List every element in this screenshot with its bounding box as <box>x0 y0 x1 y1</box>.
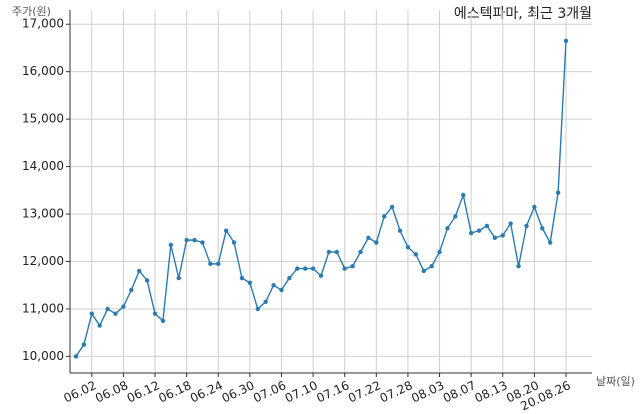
price-point <box>516 264 521 269</box>
price-point <box>413 252 419 257</box>
price-point <box>271 283 276 288</box>
price-point <box>563 38 569 44</box>
price-point <box>144 278 150 283</box>
price-point <box>137 268 142 274</box>
y-tick-label: 11,000 <box>22 301 64 315</box>
price-point <box>184 237 189 243</box>
price-point <box>152 311 158 316</box>
price-point <box>73 354 79 359</box>
y-tick-label: 15,000 <box>22 112 64 126</box>
price-point <box>468 230 474 236</box>
y-tick-label: 13,000 <box>22 207 64 221</box>
price-point <box>255 306 260 312</box>
price-point <box>508 221 513 226</box>
price-point <box>216 261 221 267</box>
price-point <box>445 226 450 231</box>
price-point <box>342 266 347 271</box>
price-point <box>121 304 126 309</box>
price-point <box>176 275 181 281</box>
price-point <box>192 237 197 243</box>
price-point <box>405 245 411 250</box>
price-point <box>113 311 118 316</box>
y-tick-label: 17,000 <box>22 17 64 31</box>
price-point <box>279 287 284 293</box>
y-tick-label: 16,000 <box>22 64 64 78</box>
price-point <box>461 192 466 198</box>
y-tick-label: 14,000 <box>22 159 64 173</box>
price-point <box>310 266 316 271</box>
price-point <box>547 240 553 245</box>
y-tick-label: 10,000 <box>22 349 64 363</box>
price-point <box>295 266 300 271</box>
chart-title: 에스텍파마, 최근 3개월 <box>454 6 592 22</box>
price-point <box>97 323 102 328</box>
price-point <box>318 273 324 278</box>
price-point <box>247 280 253 286</box>
price-point <box>484 223 490 229</box>
price-point <box>555 190 561 195</box>
price-point <box>231 240 237 245</box>
price-point <box>263 299 268 305</box>
price-point <box>129 287 134 293</box>
price-point <box>389 204 395 210</box>
price-point <box>168 242 174 248</box>
price-point <box>429 264 434 269</box>
price-point <box>382 214 387 219</box>
price-point <box>334 249 340 255</box>
x-axis-label: 날짜(일) <box>596 374 635 388</box>
price-point <box>105 306 110 312</box>
price-point <box>453 214 458 219</box>
y-tick-label: 12,000 <box>22 254 64 268</box>
price-point <box>358 249 363 255</box>
price-point <box>437 249 442 255</box>
price-point <box>524 223 529 229</box>
price-point <box>89 311 95 316</box>
price-point <box>350 264 355 269</box>
price-point <box>223 228 229 233</box>
price-point <box>160 318 166 324</box>
price-point <box>532 204 537 210</box>
price-point <box>287 275 292 281</box>
price-point <box>200 240 205 245</box>
price-point <box>366 235 371 240</box>
price-point <box>476 228 482 233</box>
price-point <box>302 266 308 271</box>
price-point <box>492 235 498 240</box>
price-point <box>397 228 403 233</box>
price-point <box>326 249 332 255</box>
price-point <box>208 261 213 267</box>
price-point <box>374 240 379 245</box>
price-point <box>540 226 545 231</box>
y-axis-label: 주가(원) <box>12 5 51 18</box>
price-point <box>81 342 87 347</box>
price-point <box>421 268 426 274</box>
price-point <box>239 275 245 281</box>
price-point <box>500 233 505 238</box>
